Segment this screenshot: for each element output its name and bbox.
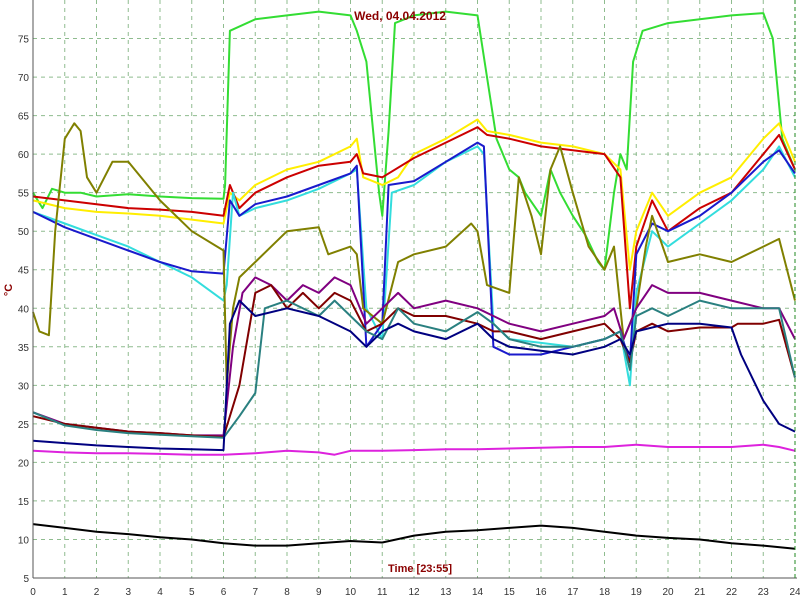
x-tick-label: 2 (94, 587, 100, 598)
x-tick-label: 12 (408, 587, 420, 598)
y-tick-label: 70 (18, 73, 30, 84)
y-tick-label: 25 (18, 420, 30, 431)
x-tick-label: 5 (189, 587, 195, 598)
x-axis-label: Time [23:55] (388, 563, 452, 575)
x-tick-label: 7 (252, 587, 258, 598)
axes (32, 0, 797, 579)
series-line-10 (32, 299, 796, 452)
x-tick-label: 22 (726, 587, 738, 598)
x-tick-label: 20 (662, 587, 674, 598)
y-tick-label: 45 (18, 266, 30, 277)
y-tick-label: 20 (18, 458, 30, 469)
x-tick-label: 18 (599, 587, 611, 598)
y-tick-label: 15 (18, 497, 30, 508)
x-tick-labels: 0 1 2 3 4 5 6 7 8 9 10 11 12 13 14 15 16 17 18 19 20 21 22 23 24 (30, 587, 800, 598)
y-tick-label: 60 (18, 150, 30, 161)
series-line-4 (32, 145, 796, 387)
series-line-11 (32, 443, 796, 456)
series-line-9 (32, 299, 796, 439)
y-tick-label: 75 (18, 35, 30, 46)
x-tick-label: 6 (221, 587, 227, 598)
x-tick-label: 19 (631, 587, 643, 598)
y-tick-label: 5 (23, 574, 29, 585)
y-tick-label: 65 (18, 112, 30, 123)
x-tick-label: 14 (472, 587, 484, 598)
chart-title: Wed, 04.04.2012 (354, 9, 446, 23)
y-tick-label: 30 (18, 381, 30, 392)
series-line-12 (32, 523, 796, 550)
x-tick-label: 15 (504, 587, 516, 598)
x-tick-label: 10 (345, 587, 357, 598)
x-tick-label: 8 (284, 587, 290, 598)
x-tick-label: 23 (758, 587, 770, 598)
x-tick-label: 21 (694, 587, 706, 598)
x-tick-label: 13 (440, 587, 452, 598)
y-axis-label: °C (3, 284, 15, 296)
series-line-2 (32, 118, 796, 271)
series-group (32, 10, 796, 550)
x-tick-label: 11 (377, 587, 388, 598)
x-tick-label: 17 (567, 587, 579, 598)
x-tick-label: 24 (789, 587, 800, 598)
x-tick-label: 1 (62, 587, 68, 598)
x-tick-label: 4 (157, 587, 163, 598)
x-tick-label: 0 (30, 587, 36, 598)
y-tick-label: 35 (18, 343, 30, 354)
y-tick-label: 55 (18, 189, 30, 200)
x-tick-label: 3 (125, 587, 131, 598)
y-tick-label: 50 (18, 227, 30, 238)
series-line-3 (32, 126, 796, 310)
y-tick-labels: 5 10 15 20 25 30 35 40 45 50 55 60 65 70 75 (18, 35, 30, 585)
x-tick-label: 16 (535, 587, 547, 598)
y-tick-label: 40 (18, 304, 30, 315)
x-tick-label: 9 (316, 587, 322, 598)
y-tick-label: 10 (18, 535, 30, 546)
series-line-1 (32, 10, 796, 271)
